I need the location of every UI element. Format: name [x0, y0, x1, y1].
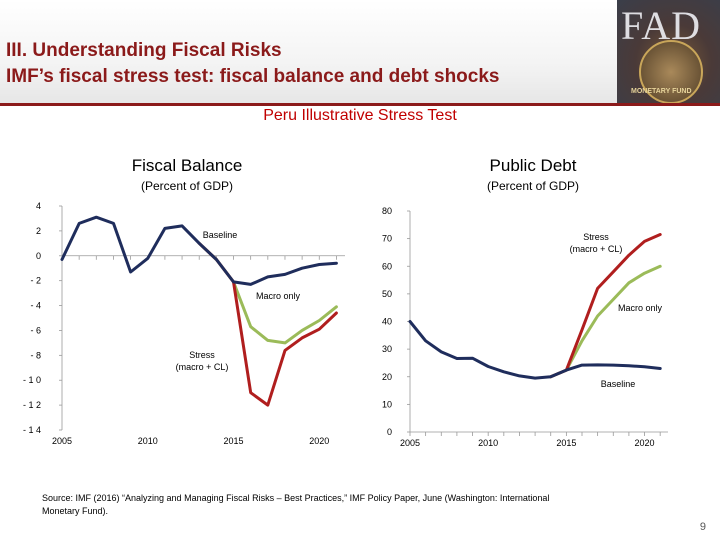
chart-1-y-tick-label: - 1 0	[23, 375, 41, 385]
chart-1-label-baseline: Baseline	[203, 230, 238, 240]
chart-2-subtitle: (Percent of GDP)	[486, 179, 580, 193]
chart-1-y-tick-label: - 8	[30, 350, 41, 360]
chart-1-x-tick-label: 2010	[138, 436, 158, 446]
chart-1-x-tick-label: 2020	[309, 436, 329, 446]
chart-2-label-stress: Stress (macro + CL)	[570, 232, 623, 254]
chart-1-y-tick-label: - 4	[30, 301, 41, 311]
chart-1-label-stress: Stress (macro + CL)	[176, 350, 229, 372]
chart-1-series-baseline-line	[60, 215, 338, 286]
chart-2-x-tick-label: 2015	[556, 438, 576, 448]
chart-1-subtitle: (Percent of GDP)	[140, 179, 234, 193]
chart-2-x-tick-label: 2010	[478, 438, 498, 448]
logo-caption: MONETARY FUND	[631, 88, 692, 95]
chart-2-y-tick-label: 70	[382, 234, 392, 244]
chart-2-x-tick-label: 2020	[635, 438, 655, 448]
source-note: Source: IMF (2016) “Analyzing and Managi…	[42, 493, 550, 516]
chart-1-y-tick-label: - 1 2	[23, 400, 41, 410]
chart-1-x-tick-label: 2015	[223, 436, 243, 446]
chart-1-y-tick-label: 4	[36, 201, 41, 211]
header-band	[0, 0, 720, 104]
chart-2-x-tick-label: 2005	[400, 438, 420, 448]
chart-2-y-tick-label: 0	[387, 427, 392, 437]
chart-2-y-tick-label: 80	[382, 206, 392, 216]
chart-1-x-tick-label: 2005	[52, 436, 72, 446]
chart-1-label-macro-only: Macro only	[256, 291, 301, 301]
chart-1-title: Fiscal Balance	[131, 156, 243, 175]
chart-2-y-tick-label: 50	[382, 289, 392, 299]
chart-1-y-tick-label: - 2	[30, 276, 41, 286]
title-line-2: IMF’s fiscal stress test: fiscal balance…	[6, 66, 500, 87]
chart-2-y-tick-label: 30	[382, 344, 392, 354]
figure-subtitle: Peru Illustrative Stress Test	[263, 107, 457, 124]
chart-2-y-tick-label: 40	[382, 317, 392, 327]
chart-2-title: Public Debt	[489, 156, 577, 175]
chart-2-label-baseline: Baseline	[601, 379, 636, 389]
logo-text: FAD	[621, 3, 702, 48]
imf-fad-logo: FAD MONETARY FUND	[617, 0, 720, 104]
chart-2-series-stress-line	[549, 233, 662, 379]
title-line-1: III. Understanding Fiscal Risks	[6, 40, 282, 61]
chart-2-y-tick-label: 10	[382, 399, 392, 409]
chart-2-label-macro-only: Macro only	[618, 303, 663, 313]
chart-1-y-tick-label: 0	[36, 251, 41, 261]
chart-1-y-tick-label: - 6	[30, 325, 41, 335]
chart-1-y-tick-label: - 1 4	[23, 425, 41, 435]
imf-seal-icon	[639, 40, 703, 104]
chart-2-series-baseline-line	[408, 320, 662, 380]
page-number: 9	[699, 521, 706, 533]
slide-title: III. Understanding Fiscal Risks IMF’s fi…	[6, 38, 606, 90]
header-divider	[0, 103, 720, 106]
chart-2-y-tick-label: 60	[382, 261, 392, 271]
chart-2-series-macro-line	[549, 264, 662, 379]
chart-1-y-tick-label: 2	[36, 226, 41, 236]
chart-2-y-tick-label: 20	[382, 372, 392, 382]
